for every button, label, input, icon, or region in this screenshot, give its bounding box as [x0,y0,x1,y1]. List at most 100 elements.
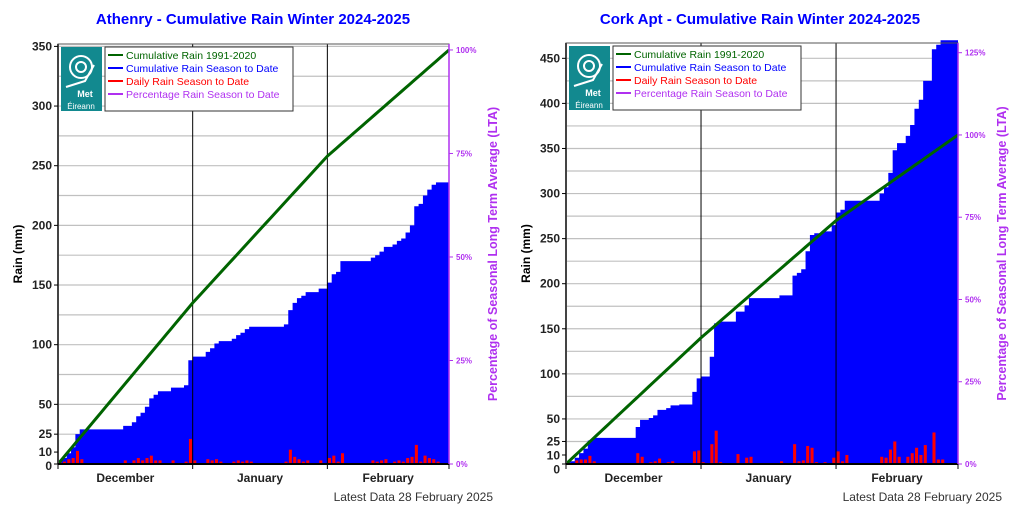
daily-rain-bar [797,461,801,464]
legend-box [612,45,802,111]
daily-rain-bar [154,460,158,464]
daily-rain-bar [780,461,784,464]
daily-rain-bar [436,461,440,464]
logo-text-eireann: Éireann [575,101,603,110]
legend-label-daily: Daily Rain Season to Date [126,76,249,88]
daily-rain-bar [75,450,80,464]
daily-rain-bar [888,449,892,464]
y2-tick-label: 75% [456,149,472,158]
daily-rain-bar [793,444,797,464]
daily-rain-bar [432,459,436,464]
y-axis-label: Rain (mm) [11,225,25,284]
daily-rain-bar [806,445,810,464]
y-tick-label: 450 [540,51,560,65]
y2-tick-label: 25% [965,378,981,387]
daily-rain-bar [923,445,927,464]
daily-rain-bar [836,451,840,464]
daily-rain-bar [640,456,644,464]
daily-rain-bar [419,461,423,464]
logo-background [61,47,102,111]
daily-rain-bar [249,461,253,464]
daily-rain-bar [897,456,901,464]
daily-rain-bar [145,458,149,464]
daily-rain-bar [845,454,849,464]
y-tick-label: 350 [32,39,52,53]
daily-rain-bar [284,461,288,464]
daily-rain-bar [710,444,714,464]
daily-rain-bar [697,450,701,464]
y-tick-label: 300 [32,99,52,113]
daily-rain-bar [219,461,223,464]
daily-rain-bar [841,461,845,464]
logo-swirl-icon [573,63,603,87]
month-label: February [362,471,414,485]
y-tick-label: 400 [540,96,560,110]
daily-rain-bar [575,460,579,464]
logo-text-met: Met [585,88,601,98]
y-tick-label: 200 [540,277,560,291]
month-label: January [746,471,792,485]
cumulative-rain-area [566,40,958,464]
daily-rain-bar [736,454,740,464]
legend-label-pct: Percentage Rain Season to Date [634,88,788,100]
daily-rain-bar [406,458,410,464]
legend-label-daily: Daily Rain Season to Date [634,75,757,87]
daily-rain-bar [71,458,75,464]
legend-label-lta: Cumulative Rain 1991-2020 [126,50,256,62]
y-tick-label: 25 [39,427,53,441]
daily-rain-bar [141,460,145,464]
lta-line [564,133,959,466]
y-tick-label: 150 [540,322,560,336]
y-tick-label: 50 [39,397,53,411]
daily-rain-bar [236,460,240,464]
y-tick-label: 350 [540,141,560,155]
legend-box [104,46,294,112]
daily-rain-bar [393,461,397,464]
daily-rain-bar [206,459,210,464]
daily-rain-bar [210,460,214,464]
legend-label-pct: Percentage Rain Season to Date [126,89,280,101]
y2-axis-label: Percentage of Seasonal Long Term Average… [486,107,500,401]
daily-rain-bar [297,459,301,464]
daily-rain-bar [584,459,588,464]
daily-rain-bar [332,455,336,464]
daily-rain-bar [123,460,127,464]
y2-tick-label: 50% [456,253,472,262]
daily-rain-bar [932,432,936,464]
daily-rain-bar [801,460,805,464]
daily-rain-bar [749,456,753,464]
daily-rain-bar [288,449,292,464]
daily-rain-bar [336,461,340,464]
daily-rain-bar [893,441,897,464]
y2-tick-label: 100% [456,46,476,55]
daily-rain-bar [941,459,945,464]
y-tick-label: 150 [32,278,52,292]
chart-1: Cork Apt - Cumulative Rain Winter 2024-2… [519,11,1009,504]
lta-line [56,48,450,465]
latest-data-note: Latest Data 28 February 2025 [843,490,1003,504]
month-label: January [237,471,283,485]
y2-tick-label: 100% [965,131,985,140]
logo-swirl-icon [65,64,95,88]
daily-rain-bar [414,444,418,464]
daily-rain-bar [340,453,345,464]
daily-rain-bar [232,461,236,464]
daily-rain-bar [714,430,718,464]
y-tick-label: 0 [45,459,52,473]
daily-rain-bar [171,460,175,464]
daily-rain-bar [397,460,401,464]
y-tick-label: 10 [547,448,561,462]
daily-rain-bar [427,458,431,464]
daily-rain-bar [880,456,884,464]
met-eireann-logo: Met Éireann [569,46,610,110]
daily-rain-bar [193,460,197,464]
daily-rain-bar [380,460,384,464]
daily-rain-bar [588,455,592,464]
daily-rain-bar [384,459,388,464]
y-axis-label: Rain (mm) [519,224,533,283]
daily-rain-bar [423,455,427,464]
legend-label-lta: Cumulative Rain 1991-2020 [634,49,764,61]
daily-rain-bar [410,456,414,464]
chart-0: Athenry - Cumulative Rain Winter 2024-20… [11,11,500,504]
